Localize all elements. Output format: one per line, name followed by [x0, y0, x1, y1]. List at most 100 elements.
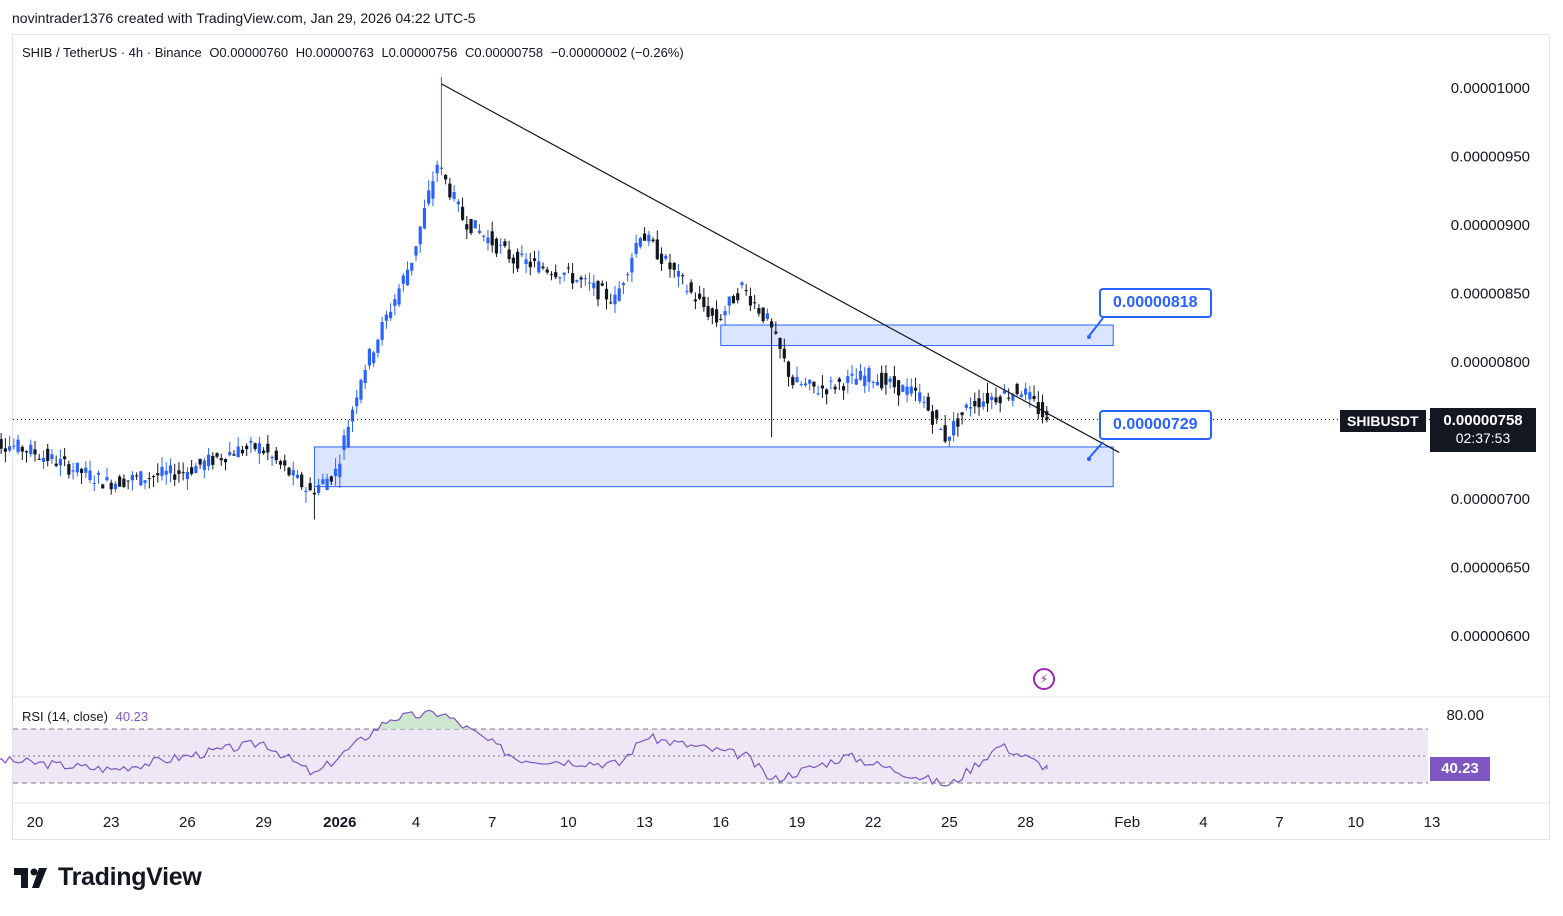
candle-body	[422, 207, 427, 229]
candle-body	[765, 313, 769, 319]
upper-callout-anchor	[1087, 335, 1091, 339]
trendline[interactable]	[441, 83, 1120, 453]
candle-body	[228, 451, 232, 456]
candle-body	[389, 311, 393, 319]
candle-body	[892, 376, 896, 388]
candle-body	[795, 377, 799, 383]
candle-body	[710, 308, 714, 316]
candle-body	[338, 463, 342, 478]
time-tick-label: 19	[789, 814, 806, 831]
time-tick-label: 25	[941, 814, 958, 831]
candle-body	[520, 253, 524, 255]
candle-body	[829, 380, 833, 382]
candle-body	[926, 396, 930, 411]
candle-body	[587, 282, 592, 284]
candle-body	[350, 409, 355, 422]
candle-body	[990, 396, 994, 401]
candle-body	[952, 420, 956, 436]
candle-body	[549, 274, 554, 276]
candle-body	[113, 483, 118, 490]
candle-body	[8, 446, 12, 451]
high-value: H0.00000763	[295, 45, 374, 60]
candle-body	[702, 296, 706, 308]
candle-body	[456, 201, 460, 205]
candle-body	[1002, 390, 1007, 394]
rsi-line[interactable]	[0, 709, 1048, 787]
candle-body	[270, 456, 274, 459]
candle-body	[12, 445, 16, 447]
candle-body	[770, 321, 774, 328]
support-zone[interactable]	[313, 446, 1114, 488]
candle-body	[482, 235, 486, 237]
candle-body	[791, 376, 795, 386]
candle-body	[283, 460, 287, 466]
candle-body	[50, 454, 54, 460]
tradingview-logo[interactable]: TradingView	[14, 863, 202, 892]
candle-body	[981, 401, 985, 407]
candle-body	[905, 386, 909, 395]
candle-body	[1028, 392, 1032, 400]
candle-body	[219, 458, 223, 461]
candle-body	[1015, 383, 1019, 395]
candle-body	[274, 450, 278, 461]
candle-body	[659, 253, 664, 264]
time-tick-label: 13	[1424, 814, 1441, 831]
candle-body	[355, 397, 359, 407]
candle-body	[122, 478, 126, 487]
candle-body	[363, 369, 367, 383]
candle-body	[854, 378, 858, 385]
rsi-label[interactable]: RSI (14, close)	[22, 709, 108, 724]
candle-body	[609, 302, 613, 304]
upper-level-callout[interactable]: 0.00000818	[1099, 288, 1212, 318]
price-tick-label: 0.00000800	[1451, 354, 1530, 371]
candle-body	[731, 295, 736, 304]
candle-body	[198, 458, 202, 465]
resistance-zone[interactable]	[720, 324, 1114, 347]
lower-level-callout[interactable]: 0.00000729	[1099, 410, 1212, 440]
candle-body	[295, 474, 300, 478]
candle-body	[465, 224, 469, 230]
candle-body	[638, 238, 642, 247]
candle-body	[372, 352, 376, 364]
candle-body	[431, 181, 435, 199]
candle-body	[698, 293, 702, 299]
low-value: L0.00000756	[381, 45, 458, 60]
lower-level-label: 0.00000729	[1113, 416, 1198, 433]
candle-body	[84, 467, 88, 473]
candle-body	[380, 321, 384, 340]
time-tick-label: 16	[712, 814, 729, 831]
candle-body	[435, 164, 439, 174]
time-tick-label: 7	[488, 814, 496, 831]
lightning-icon[interactable]: ⚡	[1033, 668, 1055, 690]
candle-body	[604, 288, 609, 300]
time-tick-label: 13	[636, 814, 653, 831]
candle-body	[664, 255, 668, 259]
candle-body	[803, 383, 808, 386]
symbol-label[interactable]: SHIB / TetherUS · 4h · Binance	[22, 45, 202, 60]
candle-body	[312, 492, 316, 495]
candle-body	[541, 266, 545, 269]
candle-body	[249, 440, 253, 443]
candle-body	[884, 372, 888, 385]
candle-body	[566, 267, 570, 269]
candle-body	[1045, 416, 1049, 420]
candle-body	[960, 412, 964, 416]
candle-body	[278, 461, 283, 465]
candle-body	[875, 381, 880, 386]
time-tick-label: Feb	[1114, 814, 1140, 831]
candle-body	[706, 306, 710, 317]
candle-body	[0, 439, 3, 449]
change-value: −0.00000002 (−0.26%)	[550, 45, 684, 60]
candle-body	[571, 273, 575, 284]
candle-body	[469, 219, 473, 234]
candle-body	[147, 478, 151, 480]
candle-body	[643, 233, 647, 241]
candle-body	[532, 258, 537, 261]
brand-name: TradingView	[58, 863, 202, 891]
candle-body	[647, 234, 651, 242]
candle-body	[20, 446, 24, 452]
candle-body	[621, 283, 626, 286]
price-tick-label: 0.00000600	[1451, 628, 1530, 645]
candle-body	[634, 243, 638, 254]
